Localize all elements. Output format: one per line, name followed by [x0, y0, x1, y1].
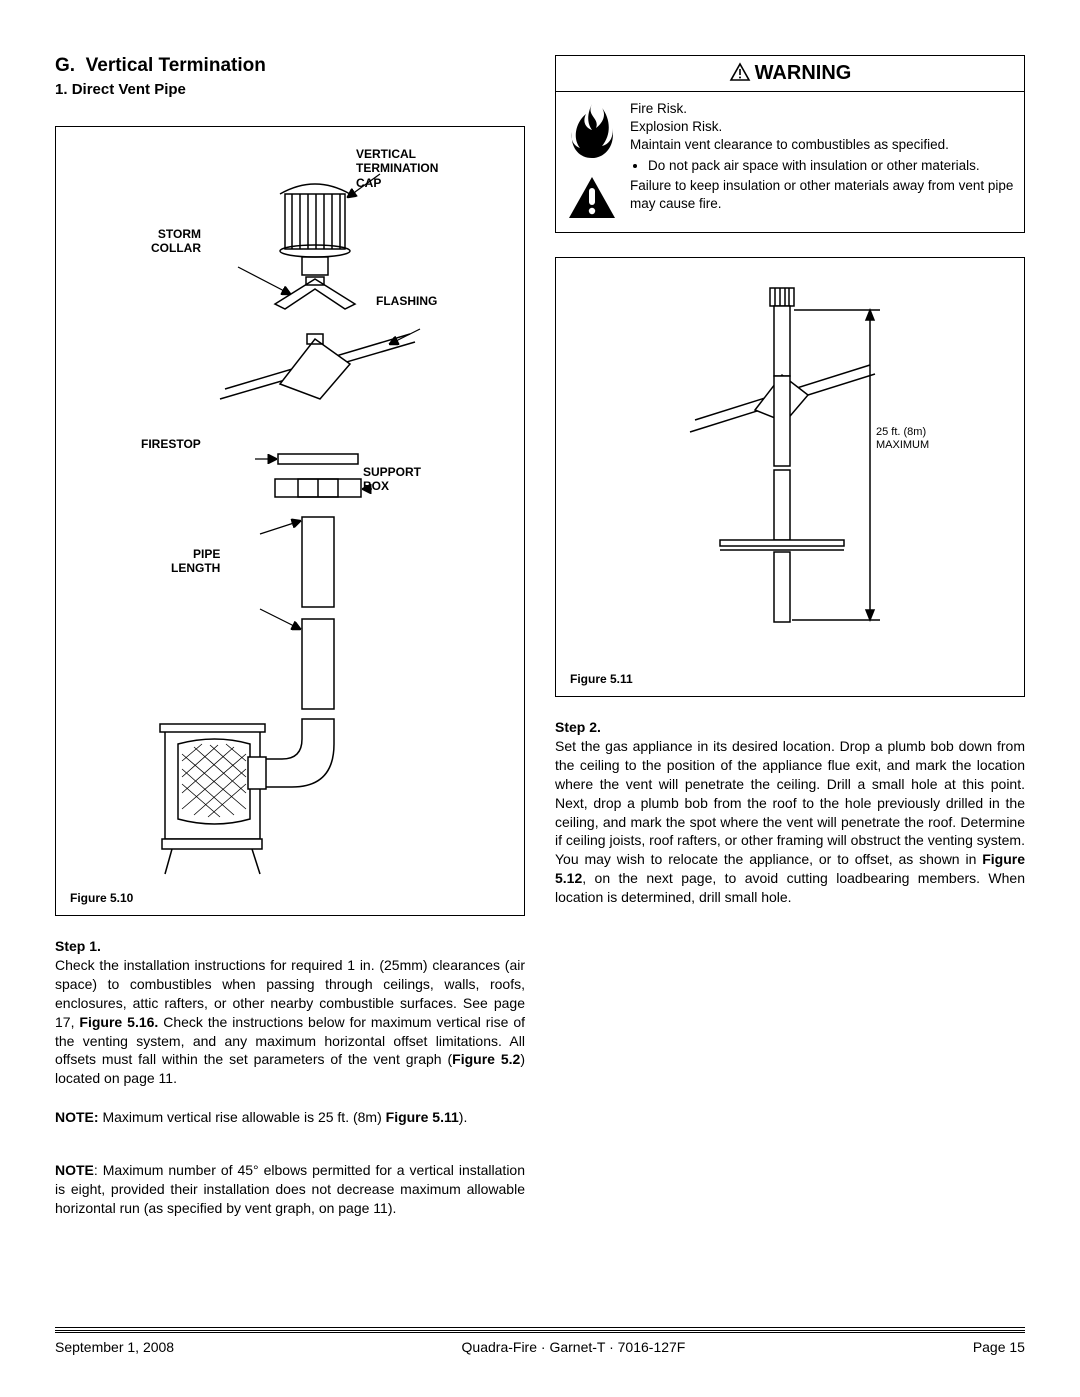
left-column: G. Vertical Termination 1. Direct Vent P… — [55, 55, 525, 1218]
label-cap: VERTICAL TERMINATION CAP — [356, 147, 438, 190]
warning-heading: WARNING — [556, 56, 1024, 92]
warning-box: WARNING Fire Risk. Explosion Risk. — [555, 55, 1025, 233]
label-pipe: PIPE LENGTH — [171, 547, 220, 576]
figure-5-10-caption: Figure 5.10 — [70, 891, 133, 905]
figure-5-10: VERTICAL TERMINATION CAP STORM COLLAR FL… — [55, 126, 525, 916]
footer-page: Page 15 — [973, 1339, 1025, 1355]
footer-date: September 1, 2008 — [55, 1339, 174, 1355]
label-storm: STORM COLLAR — [151, 227, 201, 256]
step2-heading: Step 2. — [555, 719, 1025, 735]
exclamation-icon — [566, 174, 618, 222]
step1-text: Check the installation instructions for … — [55, 956, 525, 1088]
figure-5-11: 25 ft. (8m) MAXIMUM Figure 5.11 — [555, 257, 1025, 697]
subsection-heading: 1. Direct Vent Pipe — [55, 81, 525, 98]
label-support: SUPPORT BOX — [363, 465, 421, 494]
vent-diagram-icon — [68, 139, 512, 899]
figure-5-11-caption: Figure 5.11 — [570, 672, 633, 686]
max-height-diagram-icon — [568, 270, 1012, 680]
warning-text: Fire Risk. Explosion Risk. Maintain vent… — [630, 100, 1014, 222]
page-footer: September 1, 2008 Quadra-Fire · Garnet-T… — [55, 1330, 1025, 1355]
right-column: WARNING Fire Risk. Explosion Risk. — [555, 55, 1025, 1218]
label-flashing: FLASHING — [376, 294, 437, 308]
footer-center: Quadra-Fire · Garnet-T · 7016-127F — [462, 1339, 686, 1355]
label-firestop: FIRESTOP — [141, 437, 201, 451]
note1: NOTE: Maximum vertical rise allowable is… — [55, 1108, 525, 1127]
warning-triangle-icon — [729, 62, 751, 82]
step1-heading: Step 1. — [55, 938, 525, 954]
note2: NOTE: Maximum number of 45° elbows permi… — [55, 1161, 525, 1218]
dimension-label: 25 ft. (8m) MAXIMUM — [876, 426, 929, 452]
section-heading: G. Vertical Termination — [55, 55, 525, 77]
step2-text: Set the gas appliance in its desired loc… — [555, 737, 1025, 907]
fire-icon — [566, 100, 618, 162]
